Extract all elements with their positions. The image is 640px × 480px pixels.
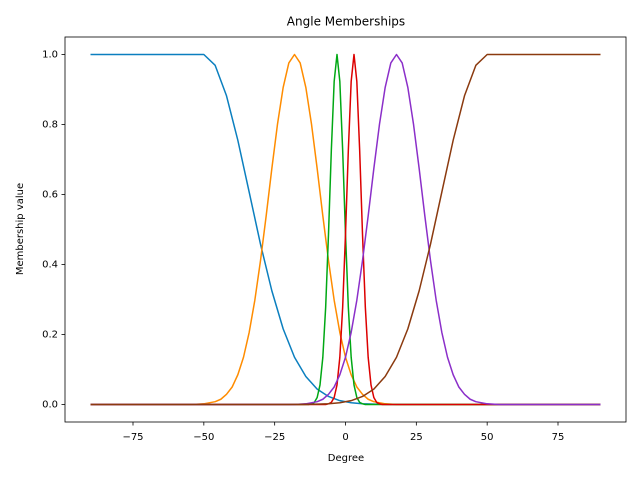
x-tick-label: −25 [264,432,285,443]
x-tick-label: 0 [342,432,348,443]
x-tick-label: −75 [122,432,143,443]
y-tick-label: 0.4 [42,260,58,271]
series-line [90,53,601,406]
y-tick-label: 0.0 [42,400,58,411]
y-tick-label: 0.8 [42,120,58,131]
x-tick-label: 50 [481,432,494,443]
y-tick-label: 0.6 [42,190,58,201]
x-tick-label: 75 [552,432,565,443]
x-tick-label: −50 [193,432,214,443]
x-tick-label: 25 [410,432,423,443]
y-axis-label: Membership value [15,183,26,275]
chart-title: Angle Memberships [287,15,405,29]
y-tick-label: 1.0 [42,50,58,61]
series-line [90,53,601,406]
series-line [90,53,601,406]
series-line [90,53,601,406]
y-tick-label: 0.2 [42,330,58,341]
plot-frame [64,36,627,423]
series-line [90,53,601,406]
x-axis-label: Degree [328,453,364,464]
